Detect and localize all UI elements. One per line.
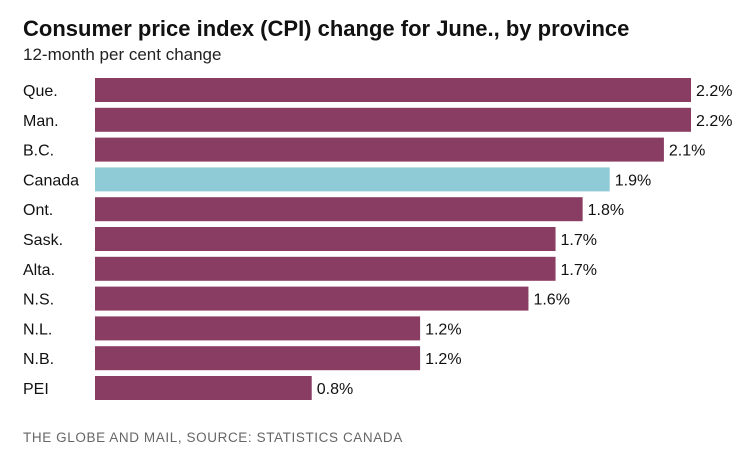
bar [95,256,556,281]
bar [95,137,664,162]
value-label: 1.6% [533,292,569,309]
category-label: Que. [23,83,58,100]
chart-title: Consumer price index (CPI) change for Ju… [23,16,630,41]
category-label: Man. [23,113,59,130]
bar [95,286,529,311]
category-label: B.C. [23,143,54,160]
value-label: 1.7% [561,262,597,279]
value-label: 1.9% [615,172,651,189]
bar [95,197,583,222]
category-label: Ont. [23,202,53,219]
value-label: 1.8% [588,202,624,219]
bar [95,376,312,400]
category-label: Canada [23,172,79,189]
bar [95,78,691,102]
category-label: Sask. [23,232,63,249]
value-label: 2.2% [696,113,732,130]
chart-subtitle: 12-month per cent change [23,45,222,64]
bar [95,107,691,132]
value-label: 1.2% [425,321,461,338]
category-label: PEI [23,381,49,398]
bar [95,316,421,341]
value-label: 2.1% [669,143,705,160]
category-label: N.L. [23,321,52,338]
source-note: THE GLOBE AND MAIL, SOURCE: STATISTICS C… [23,430,403,445]
value-label: 1.2% [425,351,461,368]
category-label: N.B. [23,351,54,368]
bar [95,346,421,371]
bar-highlight [95,167,610,192]
value-label: 1.7% [561,232,597,249]
value-label: 0.8% [317,381,353,398]
bar [95,227,556,251]
category-label: N.S. [23,292,54,309]
category-label: Alta. [23,262,55,279]
value-label: 2.2% [696,83,732,100]
